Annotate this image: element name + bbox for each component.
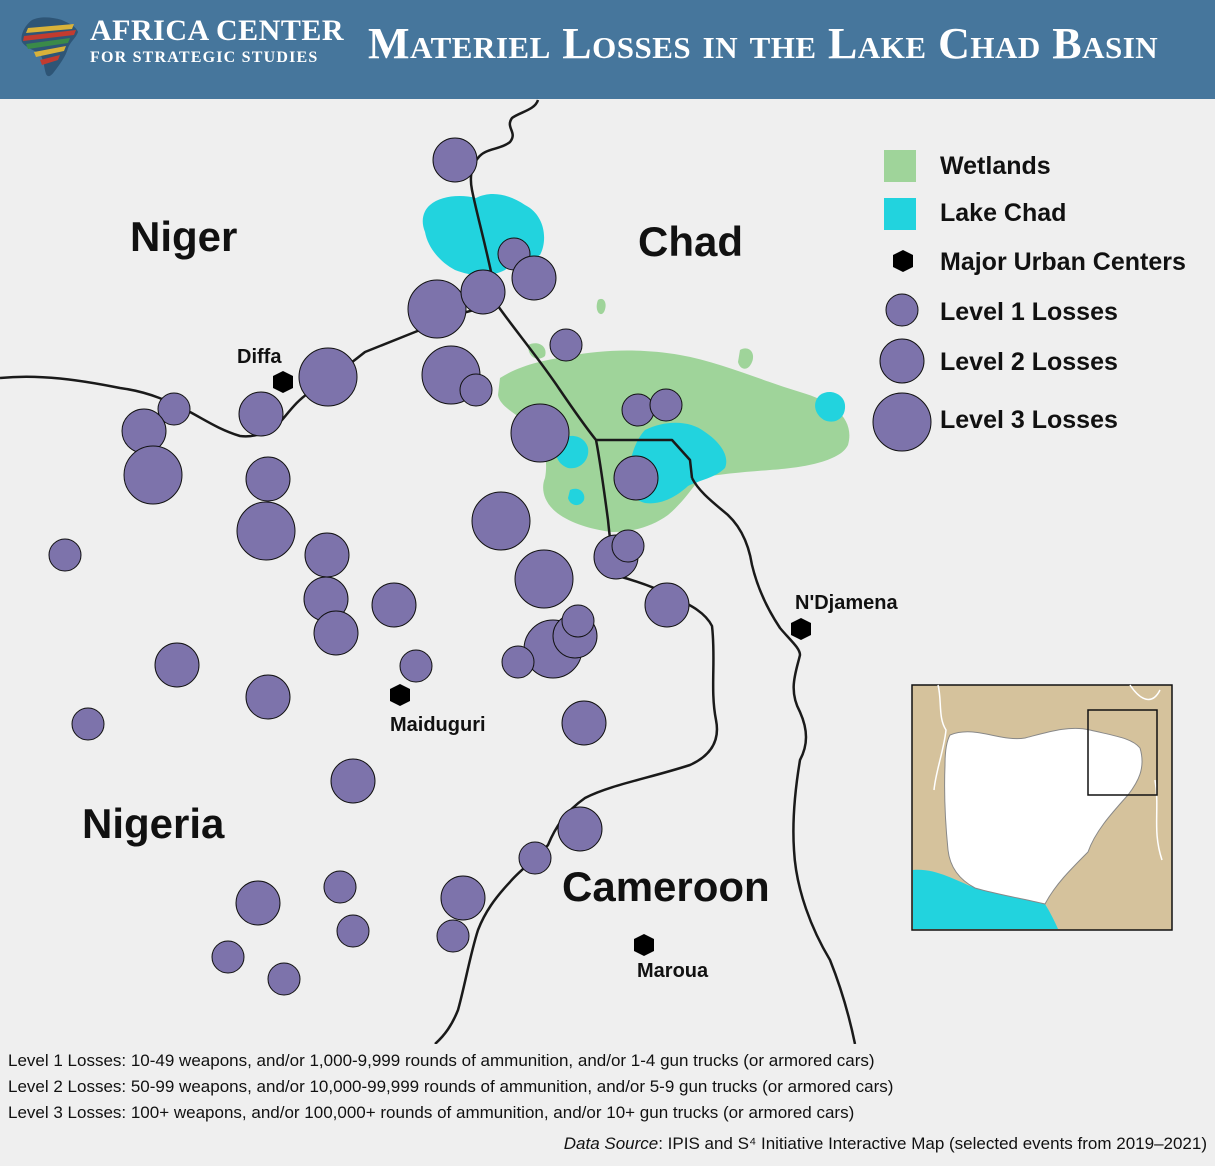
loss-marker-level1 <box>71 707 105 741</box>
loss-marker-level2 <box>330 758 376 804</box>
loss-marker-level2 <box>235 880 281 926</box>
city-marker-diffa <box>273 371 293 393</box>
legend-label-lake-chad: Lake Chad <box>940 199 1067 227</box>
country-borders <box>0 99 857 1044</box>
data-source-text: : IPIS and S⁴ Initiative Interactive Map… <box>658 1134 1207 1153</box>
loss-marker-level1 <box>549 328 583 362</box>
loss-markers <box>48 137 690 996</box>
niger-chad-border <box>469 99 540 307</box>
loss-marker-level3 <box>510 403 570 463</box>
legend-label-level3: Level 3 Losses <box>940 406 1118 434</box>
loss-marker-level2 <box>304 532 350 578</box>
urban-centers <box>273 371 811 956</box>
urban-center-hex-icon <box>893 250 913 272</box>
chad-cameroon-river-border <box>690 477 857 1044</box>
loss-marker-level1 <box>621 393 655 427</box>
loss-marker-level1 <box>157 392 191 426</box>
loss-marker-level2 <box>154 642 200 688</box>
loss-marker-level1 <box>501 645 535 679</box>
loss-marker-level1 <box>336 914 370 948</box>
loss-marker-level2 <box>245 674 291 720</box>
legend-label-wetlands: Wetlands <box>940 152 1051 180</box>
loss-marker-level1 <box>48 538 82 572</box>
legend-swatches <box>872 150 932 452</box>
page-title: Materiel Losses in the Lake Chad Basin <box>368 19 1159 68</box>
loss-marker-level2 <box>238 391 284 437</box>
data-source-prefix: Data Source <box>563 1134 659 1153</box>
org-name-line1: AFRICA CENTER <box>90 14 345 47</box>
wetlands-swatch <box>884 150 916 182</box>
inset-map <box>911 684 1173 931</box>
wetlands-patch <box>596 298 606 315</box>
loss-marker-level1 <box>436 919 470 953</box>
wetlands-patch <box>738 348 754 369</box>
note-level2: Level 2 Losses: 50-99 weapons, and/or 10… <box>8 1077 894 1096</box>
lake-chad-basin-map <box>0 99 1173 1044</box>
level1-circle-icon <box>885 293 919 327</box>
loss-marker-level1 <box>323 870 357 904</box>
legend-label-level1: Level 1 Losses <box>940 298 1118 326</box>
loss-marker-level2 <box>561 700 607 746</box>
legend-label-urban: Major Urban Centers <box>940 248 1186 276</box>
city-marker-maiduguri <box>390 684 410 706</box>
africa-logo-icon <box>21 17 78 77</box>
loss-marker-level1 <box>211 940 245 974</box>
lake-chad-swatch <box>884 198 916 230</box>
chad-nigeria-border <box>496 305 620 577</box>
wetlands-patch <box>528 343 546 359</box>
country-label-chad: Chad <box>638 218 743 265</box>
loss-marker-level2 <box>432 137 478 183</box>
loss-marker-level2 <box>511 255 557 301</box>
loss-marker-level3 <box>514 549 574 609</box>
inset-sea <box>913 869 1058 929</box>
loss-marker-level2 <box>644 582 690 628</box>
loss-marker-level2 <box>613 455 659 501</box>
loss-marker-level3 <box>298 347 358 407</box>
nigeria-cameroon-border <box>434 574 719 1044</box>
city-marker-ndjamena <box>791 618 811 640</box>
country-label-cameroon: Cameroon <box>562 863 770 910</box>
chad-cameroon-lake-border <box>596 438 694 479</box>
inset-focus-box <box>1087 709 1158 796</box>
city-label-maiduguri: Maiduguri <box>390 714 486 736</box>
loss-marker-level2 <box>313 610 359 656</box>
loss-marker-level1 <box>459 373 493 407</box>
city-label-diffa: Diffa <box>237 346 282 368</box>
inset-nigeria <box>944 727 1143 905</box>
loss-marker-level1 <box>518 841 552 875</box>
header-banner: AFRICA CENTER FOR STRATEGIC STUDIES Mate… <box>0 0 1215 99</box>
loss-marker-level3 <box>407 279 467 339</box>
org-name-line2: FOR STRATEGIC STUDIES <box>90 49 319 66</box>
city-marker-maroua <box>634 934 654 956</box>
loss-marker-level1 <box>267 962 301 996</box>
loss-marker-level2 <box>245 456 291 502</box>
loss-marker-level2 <box>460 269 506 315</box>
loss-marker-level1 <box>561 604 595 638</box>
note-level3: Level 3 Losses: 100+ weapons, and/or 100… <box>8 1103 855 1122</box>
loss-marker-level1 <box>649 388 683 422</box>
country-label-niger: Niger <box>130 213 238 260</box>
city-label-ndjamena: N'Djamena <box>795 592 898 614</box>
country-label-nigeria: Nigeria <box>82 800 225 847</box>
loss-marker-level2 <box>440 875 486 921</box>
loss-marker-level2 <box>557 806 603 852</box>
lake-chad-fragment <box>568 488 585 506</box>
city-label-maroua: Maroua <box>637 960 709 982</box>
loss-marker-level3 <box>471 491 531 551</box>
loss-marker-level1 <box>611 529 645 563</box>
level2-circle-icon <box>879 338 925 384</box>
loss-marker-level1 <box>399 649 433 683</box>
data-source: Data Source: IPIS and S⁴ Initiative Inte… <box>564 1134 1207 1154</box>
loss-marker-level2 <box>371 582 417 628</box>
lake-chad-fragment <box>815 391 846 422</box>
loss-level-notes: Level 1 Losses: 10-49 weapons, and/or 1,… <box>8 1048 893 1126</box>
loss-marker-level3 <box>123 445 183 505</box>
level3-circle-icon <box>872 392 932 452</box>
note-level1: Level 1 Losses: 10-49 weapons, and/or 1,… <box>8 1051 875 1070</box>
legend-label-level2: Level 2 Losses <box>940 348 1118 376</box>
loss-marker-level3 <box>236 501 296 561</box>
